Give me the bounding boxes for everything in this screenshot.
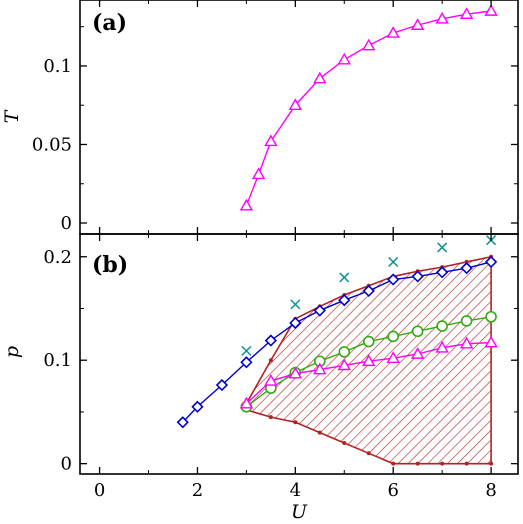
data-point-diamond — [362, 284, 375, 298]
data-point-triangle — [410, 347, 425, 359]
data-point-diamond — [215, 378, 229, 392]
data-point-circle — [338, 346, 351, 358]
data-point-diamond — [289, 316, 302, 330]
panel-a-ytick-label: 0 — [61, 213, 72, 234]
data-point-diamond — [176, 416, 189, 429]
data-point-triangle — [251, 167, 266, 180]
data-point-diamond — [484, 255, 498, 269]
panel-b-ytick-label: 0 — [61, 454, 72, 475]
panel-b-xlabel: U — [291, 501, 308, 523]
panel-b-xtick-label: 4 — [290, 480, 301, 501]
data-point-diamond — [387, 273, 400, 286]
data-point-triangle — [337, 358, 351, 371]
region-boundary-point — [293, 420, 298, 425]
data-point-triangle — [362, 354, 376, 367]
region-boundary-point — [268, 415, 273, 420]
data-point-triangle — [313, 362, 327, 375]
data-point-diamond — [411, 270, 424, 283]
series-triangle-line — [245, 10, 492, 206]
panel-a-ylabel: T — [1, 109, 23, 123]
data-point-triangle — [239, 198, 254, 211]
data-point-triangle — [337, 52, 351, 65]
data-point-triangle — [484, 335, 498, 348]
data-point-triangle — [435, 11, 449, 24]
panel-b-xtick-label: 0 — [94, 480, 105, 501]
data-point-triangle — [484, 4, 498, 16]
data-point-triangle — [313, 71, 327, 84]
region-boundary-point — [268, 358, 273, 363]
data-point-diamond — [264, 334, 277, 347]
data-point-cross — [290, 299, 301, 310]
data-point-cross — [437, 242, 448, 253]
panel-b-ytick-label: 0.1 — [43, 350, 72, 371]
data-point-cross — [241, 345, 252, 356]
region-boundary-point — [464, 259, 469, 264]
panel-a-frame — [79, 0, 519, 235]
data-point-circle — [460, 315, 473, 327]
panel-b-frame — [79, 233, 519, 475]
data-point-triangle — [459, 336, 474, 349]
region-boundary-point — [415, 461, 420, 466]
panel-b-marks — [176, 235, 498, 466]
data-point-triangle — [288, 98, 303, 111]
data-point-circle — [411, 325, 424, 338]
data-point-diamond — [460, 262, 473, 275]
data-point-triangle — [459, 7, 474, 19]
region-boundary-point — [464, 461, 469, 466]
panel-a-ytick-label: 0.05 — [32, 134, 72, 155]
panel-b-xtick-label: 2 — [192, 480, 203, 501]
data-point-diamond — [338, 294, 351, 307]
data-point-cross — [388, 256, 399, 267]
data-point-triangle — [435, 340, 449, 353]
data-point-circle — [436, 320, 448, 332]
panel-b: 0 2 4 6 8 0 0.1 0.2 (b) p U — [1, 233, 519, 523]
data-point-triangle — [239, 396, 254, 409]
panel-b-ylabel: p — [1, 346, 23, 358]
panel-b-ytick-label: 0.2 — [43, 247, 72, 268]
region-boundary-point — [366, 451, 371, 456]
panel-b-tag: (b) — [92, 252, 128, 278]
panel-a: 0 0.05 0.1 (a) T — [1, 0, 519, 235]
data-point-circle — [387, 330, 400, 343]
data-point-triangle — [362, 38, 376, 51]
panel-a-marks — [239, 4, 498, 211]
panel-b-xtick-label: 6 — [387, 480, 398, 501]
data-point-diamond — [313, 304, 326, 317]
data-point-diamond — [436, 266, 449, 279]
panel-a-tag: (a) — [92, 10, 127, 36]
data-point-triangle — [288, 366, 303, 379]
panel-a-ytick-label: 0.1 — [43, 56, 72, 77]
region-boundary-point — [342, 440, 347, 445]
region-boundary-point — [440, 461, 445, 466]
data-point-cross — [339, 272, 350, 283]
data-point-triangle — [410, 18, 425, 30]
data-point-triangle — [386, 26, 400, 38]
data-point-triangle — [386, 351, 400, 363]
data-point-diamond — [240, 356, 253, 369]
data-point-circle — [485, 310, 497, 323]
panel-a-axes: 0 0.05 0.1 — [32, 0, 518, 234]
panel-b-xtick-label: 8 — [485, 480, 496, 501]
region-boundary-point — [391, 461, 396, 466]
data-point-circle — [362, 335, 375, 348]
region-boundary-point — [317, 430, 322, 435]
data-point-triangle — [264, 373, 278, 386]
data-point-triangle — [264, 134, 278, 147]
data-point-diamond — [191, 400, 204, 413]
